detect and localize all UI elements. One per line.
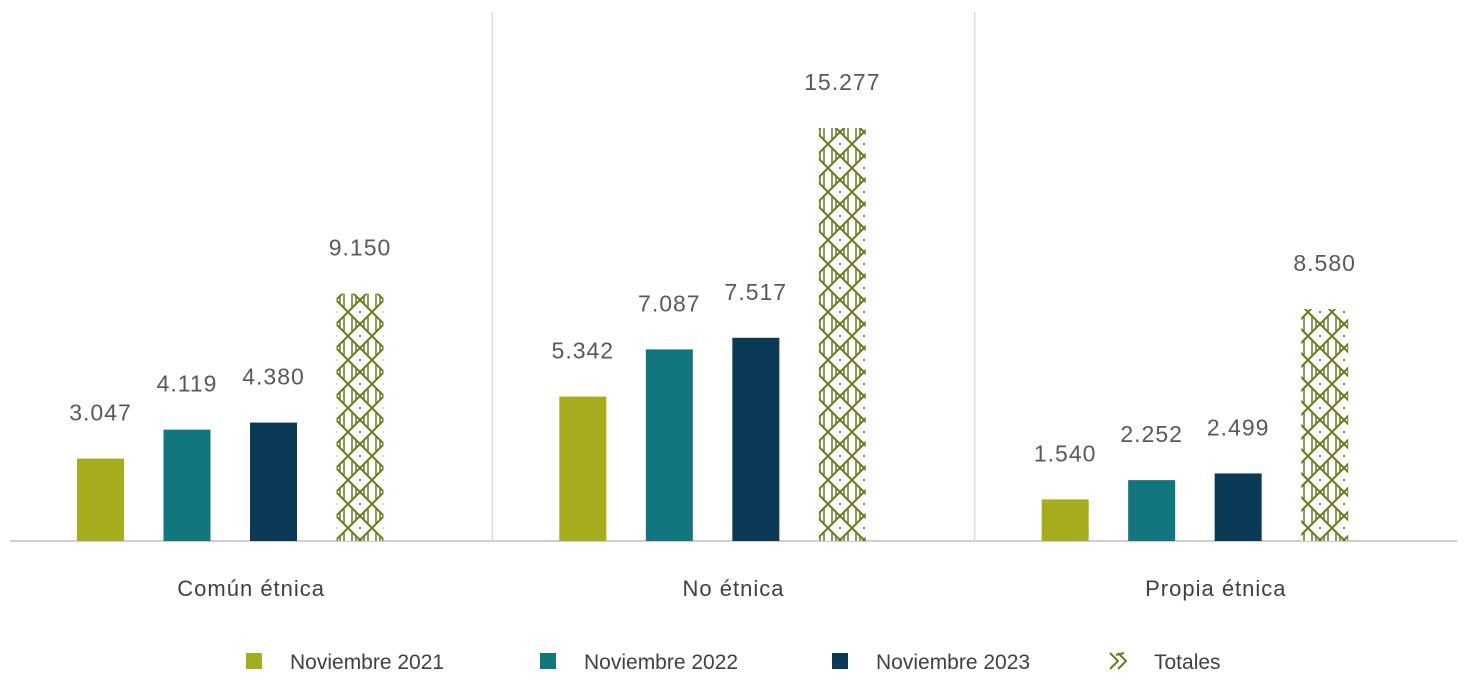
plot-area: 3.047 4.119 4.380 9.150 Común étnica 5.342 7.0… xyxy=(10,12,1457,601)
data-label: 4.380 xyxy=(242,364,305,390)
bar xyxy=(1041,499,1089,541)
legend-item: Totales xyxy=(1109,651,1221,674)
data-label: 2.499 xyxy=(1207,414,1270,440)
bar xyxy=(163,429,211,541)
legend-swatch xyxy=(832,653,848,669)
legend-label: Noviembre 2021 xyxy=(290,651,444,674)
bar xyxy=(336,293,384,541)
legend-item: Noviembre 2022 xyxy=(540,651,738,674)
bar xyxy=(250,422,297,541)
bar xyxy=(77,458,124,541)
data-label: 15.277 xyxy=(804,69,880,95)
bar xyxy=(732,337,780,541)
bar xyxy=(1214,473,1262,541)
data-label: 1.540 xyxy=(1034,440,1097,466)
legend-label: Totales xyxy=(1154,651,1221,674)
bar xyxy=(645,349,693,541)
category-label: Propia étnica xyxy=(1145,576,1286,601)
legend-label: Noviembre 2023 xyxy=(876,651,1030,674)
data-label: 4.119 xyxy=(157,371,218,397)
data-label: 7.517 xyxy=(725,279,788,305)
legend-item: Noviembre 2021 xyxy=(246,651,444,674)
data-label: 7.087 xyxy=(638,290,701,316)
data-label: 2.252 xyxy=(1120,421,1183,447)
category-label: No étnica xyxy=(683,576,785,601)
bar xyxy=(559,396,607,541)
legend-swatch xyxy=(540,653,556,669)
legend-swatch xyxy=(246,653,262,669)
data-label: 8.580 xyxy=(1293,250,1356,276)
data-label: 9.150 xyxy=(329,235,392,261)
bar xyxy=(1128,480,1176,541)
data-label: 3.047 xyxy=(69,400,132,426)
bar xyxy=(818,128,866,541)
data-label: 5.342 xyxy=(552,338,615,364)
legend-pattern-icon xyxy=(1109,652,1128,670)
bar xyxy=(1301,309,1349,541)
category-label: Común étnica xyxy=(177,576,325,601)
legend-label: Noviembre 2022 xyxy=(584,651,738,674)
legend: Noviembre 2021 Noviembre 2022 Noviembre 20… xyxy=(246,651,1221,674)
legend-item: Noviembre 2023 xyxy=(832,651,1030,674)
